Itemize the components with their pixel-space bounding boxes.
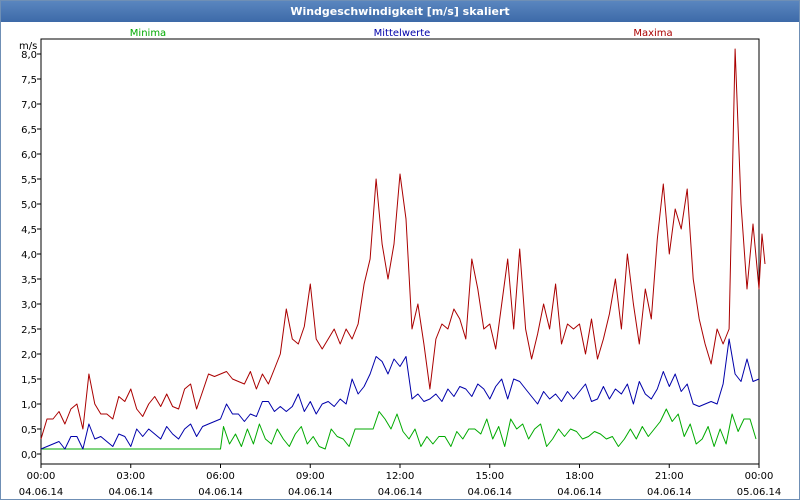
y-tick-label: 4,5 — [21, 225, 37, 236]
legend-minima: Minima — [130, 28, 166, 39]
x-tick-label-date: 04.06.14 — [467, 487, 512, 498]
x-tick-label-time: 15:00 — [475, 471, 504, 482]
series-line-maxima — [40, 48, 766, 440]
y-tick-label: 0,0 — [21, 450, 37, 461]
y-tick-label: 2,5 — [21, 325, 37, 336]
plot-area — [40, 38, 760, 465]
y-tick-label: 7,5 — [21, 75, 37, 86]
y-tick-label: 6,0 — [21, 150, 37, 161]
x-tick-label-time: 00:00 — [745, 471, 774, 482]
y-tick-label: 1,0 — [21, 400, 37, 411]
chart-title: Windgeschwindigkeit [m/s] skaliert — [1, 1, 799, 22]
legend-mittelwerte: Mittelwerte — [374, 28, 431, 39]
y-tick-label: 4,0 — [21, 250, 37, 261]
y-axis-label: m/s — [19, 41, 37, 52]
legend: Minima Mittelwerte Maxima — [130, 28, 673, 39]
series-lines — [40, 48, 766, 450]
chart-canvas: 0,0 0,5 1,0 1,5 2,0 2,5 3,0 3,5 4,0 4,5 5,0 5,5 6,0 6… — [19, 28, 782, 498]
y-tick-label: 3,0 — [21, 300, 37, 311]
x-tick-label-time: 03:00 — [116, 471, 145, 482]
x-tick-label-time: 06:00 — [206, 471, 235, 482]
x-tick-label-date: 04.06.14 — [557, 487, 602, 498]
y-tick-label: 2,0 — [21, 350, 37, 361]
x-tick-label-time: 12:00 — [386, 471, 415, 482]
x-tick-label-date: 04.06.14 — [378, 487, 423, 498]
x-tick-label-date: 04.06.14 — [198, 487, 243, 498]
y-tick-label: 1,5 — [21, 375, 37, 386]
axes — [37, 38, 760, 468]
x-tick-label-time: 00:00 — [27, 471, 56, 482]
series-line-mittelwerte — [40, 338, 760, 450]
x-tick-label-time: 09:00 — [296, 471, 325, 482]
x-tick-label-date: 04.06.14 — [108, 487, 153, 498]
y-tick-label: 6,5 — [21, 125, 37, 136]
y-tick-label: 3,5 — [21, 275, 37, 286]
legend-maxima: Maxima — [633, 28, 672, 39]
series-line-minima — [41, 408, 757, 450]
y-tick-label: 5,0 — [21, 200, 37, 211]
y-tick-label: 7,0 — [21, 100, 37, 111]
tick-labels: 0,0 0,5 1,0 1,5 2,0 2,5 3,0 3,5 4,0 4,5 5,0 5,5 6,0 6… — [19, 41, 782, 498]
x-tick-label-date: 05.06.14 — [737, 487, 782, 498]
y-tick-label: 8,0 — [21, 50, 37, 61]
x-tick-label-date: 04.06.14 — [647, 487, 692, 498]
x-tick-label-time: 21:00 — [655, 471, 684, 482]
x-tick-label-time: 18:00 — [565, 471, 594, 482]
x-tick-label-date: 04.06.14 — [288, 487, 333, 498]
y-tick-label: 0,5 — [21, 425, 37, 436]
y-tick-label: 5,5 — [21, 175, 37, 186]
x-tick-label-date: 04.06.14 — [19, 487, 64, 498]
